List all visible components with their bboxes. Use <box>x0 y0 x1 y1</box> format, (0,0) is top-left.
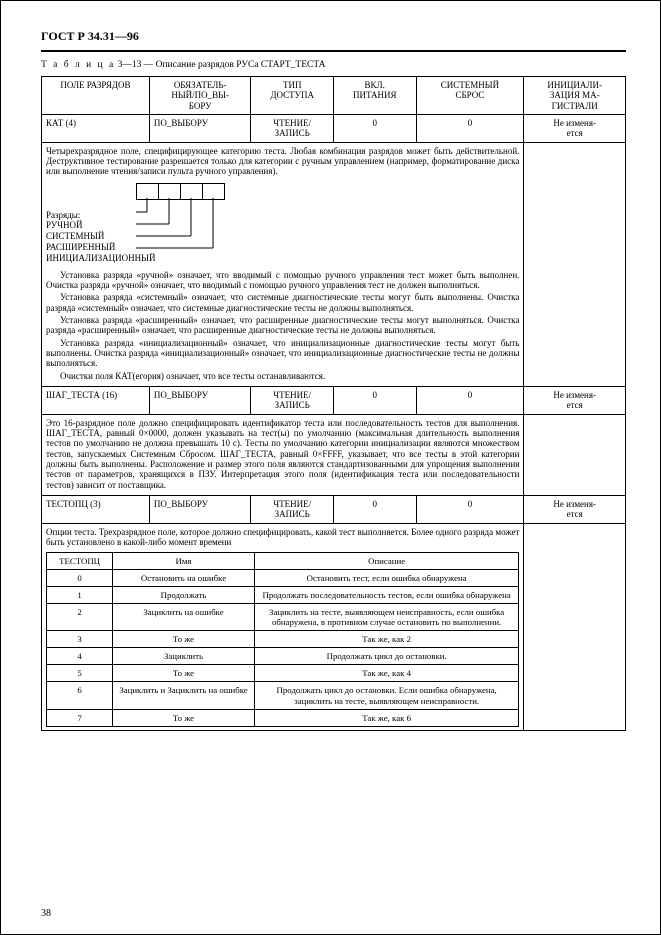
shag-name: ШАГ_ТЕСТА (16) <box>42 387 150 415</box>
kat-access: ЧТЕНИЕ/ ЗАПИСЬ <box>251 114 334 142</box>
test-desc-top: Опции теста. Трехразрядное поле, которое… <box>46 527 519 548</box>
kat-reset: 0 <box>416 114 524 142</box>
test-oblig: ПО_ВЫБОРУ <box>149 496 251 524</box>
page-number: 38 <box>41 908 51 921</box>
kat-desc-top: Четырехразрядное поле, специфицирующее к… <box>46 146 519 177</box>
testopts-row: 7То жеТак же, как 6 <box>47 709 519 726</box>
th-name: Имя <box>113 552 255 569</box>
testopts-head: ТЕСТОПЦ Имя Описание <box>47 552 519 569</box>
testopts-desc: Продолжать последовательность тестов, ес… <box>254 586 519 603</box>
testopts-num: 0 <box>47 569 113 586</box>
kat-p1: Установка разряда «ручной» означает, что… <box>46 270 519 291</box>
testopts-num: 6 <box>47 682 113 709</box>
testopts-row: 0Остановить на ошибкеОстановить тест, ес… <box>47 569 519 586</box>
row-kat-desc: Четырехразрядное поле, специфицирующее к… <box>42 142 626 386</box>
testopts-name: То же <box>113 665 255 682</box>
shag-desc-cell: Это 16-разрядное поле должно специфициро… <box>42 414 524 495</box>
shag-oblig: ПО_ВЫБОРУ <box>149 387 251 415</box>
testopts-body: 0Остановить на ошибкеОстановить тест, ес… <box>47 569 519 726</box>
testopts-desc: Так же, как 6 <box>254 709 519 726</box>
bit-label-1: РУЧНОЙ <box>46 220 519 231</box>
testopts-desc: Продолжать цикл до остановки. Если ошибк… <box>254 682 519 709</box>
bit-label-4: ИНИЦИАЛИЗАЦИОННЫЙ <box>46 253 519 264</box>
caption-prefix: Т а б л и ц а <box>41 60 115 70</box>
doc-title: ГОСТ Р 34.31—96 <box>41 29 626 44</box>
th-desc: Описание <box>254 552 519 569</box>
hdr-access: ТИП ДОСТУПА <box>251 76 334 114</box>
kat-desc-cell: Четырехразрядное поле, специфицирующее к… <box>42 142 524 386</box>
shag-empty-right <box>524 414 626 495</box>
shag-access: ЧТЕНИЕ/ ЗАПИСЬ <box>251 387 334 415</box>
hdr-init: ИНИЦИАЛИ- ЗАЦИЯ МА- ГИСТРАЛИ <box>524 76 626 114</box>
bit-label-2: СИСТЕМНЫЙ <box>46 231 519 242</box>
testopts-name: То же <box>113 709 255 726</box>
kat-p5: Очистки поля КАТ(егория) означает, что в… <box>46 371 519 381</box>
testopts-name: Продолжать <box>113 586 255 603</box>
kat-init: Не изменя- ется <box>524 114 626 142</box>
kat-p3: Установка разряда «расширенный» означает… <box>46 315 519 336</box>
testopts-row: 5То жеТак же, как 4 <box>47 665 519 682</box>
testopts-num: 1 <box>47 586 113 603</box>
testopts-num: 4 <box>47 648 113 665</box>
testopts-desc: Продолжать цикл до остановки. <box>254 648 519 665</box>
test-desc-cell: Опции теста. Трехразрядное поле, которое… <box>42 523 524 730</box>
testopts-num: 7 <box>47 709 113 726</box>
testopts-row: 2Зациклить на ошибкеЗациклить на тесте, … <box>47 603 519 630</box>
row-test: ТЕСТОПЦ (3) ПО_ВЫБОРУ ЧТЕНИЕ/ ЗАПИСЬ 0 0… <box>42 496 626 524</box>
row-shag-desc: Это 16-разрядное поле должно специфициро… <box>42 414 626 495</box>
shag-desc: Это 16-разрядное поле должно специфициро… <box>46 418 519 490</box>
hdr-oblig: ОБЯЗАТЕЛЬ- НЫЙ/ПО_ВЫ- БОРУ <box>149 76 251 114</box>
hdr-field: ПОЛЕ РАЗРЯДОВ <box>42 76 150 114</box>
testopts-desc: Так же, как 4 <box>254 665 519 682</box>
test-pwr: 0 <box>333 496 416 524</box>
caption-num: 3—13 — Описание разрядов РУСа СТАРТ_ТЕСТ… <box>118 60 326 70</box>
testopts-num: 5 <box>47 665 113 682</box>
row-test-desc: Опции теста. Трехразрядное поле, которое… <box>42 523 626 730</box>
testopts-row: 3То жеТак же, как 2 <box>47 631 519 648</box>
document-page: ГОСТ Р 34.31—96 Т а б л и ц а 3—13 — Опи… <box>0 0 661 935</box>
kat-oblig: ПО_ВЫБОРУ <box>149 114 251 142</box>
testopts-desc: Так же, как 2 <box>254 631 519 648</box>
testopts-name: Остановить на ошибке <box>113 569 255 586</box>
testopts-name: Зациклить и Зациклить на ошибке <box>113 682 255 709</box>
testopts-num: 2 <box>47 603 113 630</box>
shag-pwr: 0 <box>333 387 416 415</box>
th-testopc: ТЕСТОПЦ <box>47 552 113 569</box>
kat-p2: Установка разряда «системный» означает, … <box>46 292 519 313</box>
testopts-row: 4ЗациклитьПродолжать цикл до остановки. <box>47 648 519 665</box>
test-reset: 0 <box>416 496 524 524</box>
testopts-table: ТЕСТОПЦ Имя Описание 0Остановить на ошиб… <box>46 552 519 727</box>
table-caption: Т а б л и ц а 3—13 — Описание разрядов Р… <box>41 60 626 72</box>
main-table: ПОЛЕ РАЗРЯДОВ ОБЯЗАТЕЛЬ- НЫЙ/ПО_ВЫ- БОРУ… <box>41 76 626 731</box>
kat-empty-right <box>524 142 626 386</box>
kat-pwr: 0 <box>333 114 416 142</box>
bit-label-block: Разряды: РУЧНОЙ СИСТЕМНЫЙ РАСШИРЕННЫЙ ИН… <box>46 210 519 264</box>
shag-init: Не изменя- ется <box>524 387 626 415</box>
shag-reset: 0 <box>416 387 524 415</box>
testopts-desc: Зациклить на тесте, выявляющем неисправн… <box>254 603 519 630</box>
bit-label-title: Разряды: <box>46 210 519 221</box>
hdr-reset: СИСТЕМНЫЙ СБРОС <box>416 76 524 114</box>
testopts-name: Зациклить на ошибке <box>113 603 255 630</box>
test-empty-right <box>524 523 626 730</box>
row-kat: КАТ (4) ПО_ВЫБОРУ ЧТЕНИЕ/ ЗАПИСЬ 0 0 Не … <box>42 114 626 142</box>
testopts-num: 3 <box>47 631 113 648</box>
hdr-power: ВКЛ. ПИТАНИЯ <box>333 76 416 114</box>
testopts-name: То же <box>113 631 255 648</box>
testopts-name: Зациклить <box>113 648 255 665</box>
title-rule <box>41 50 626 52</box>
testopts-desc: Остановить тест, если ошибка обнаружена <box>254 569 519 586</box>
testopts-row: 6Зациклить и Зациклить на ошибкеПродолжа… <box>47 682 519 709</box>
row-shag: ШАГ_ТЕСТА (16) ПО_ВЫБОРУ ЧТЕНИЕ/ ЗАПИСЬ … <box>42 387 626 415</box>
bit-label-3: РАСШИРЕННЫЙ <box>46 242 519 253</box>
test-name: ТЕСТОПЦ (3) <box>42 496 150 524</box>
header-row: ПОЛЕ РАЗРЯДОВ ОБЯЗАТЕЛЬ- НЫЙ/ПО_ВЫ- БОРУ… <box>42 76 626 114</box>
kat-p4: Установка разряда «инициализационный» оз… <box>46 338 519 369</box>
test-init: Не изменя- ется <box>524 496 626 524</box>
test-access: ЧТЕНИЕ/ ЗАПИСЬ <box>251 496 334 524</box>
testopts-row: 1ПродолжатьПродолжать последовательность… <box>47 586 519 603</box>
kat-name: КАТ (4) <box>42 114 150 142</box>
